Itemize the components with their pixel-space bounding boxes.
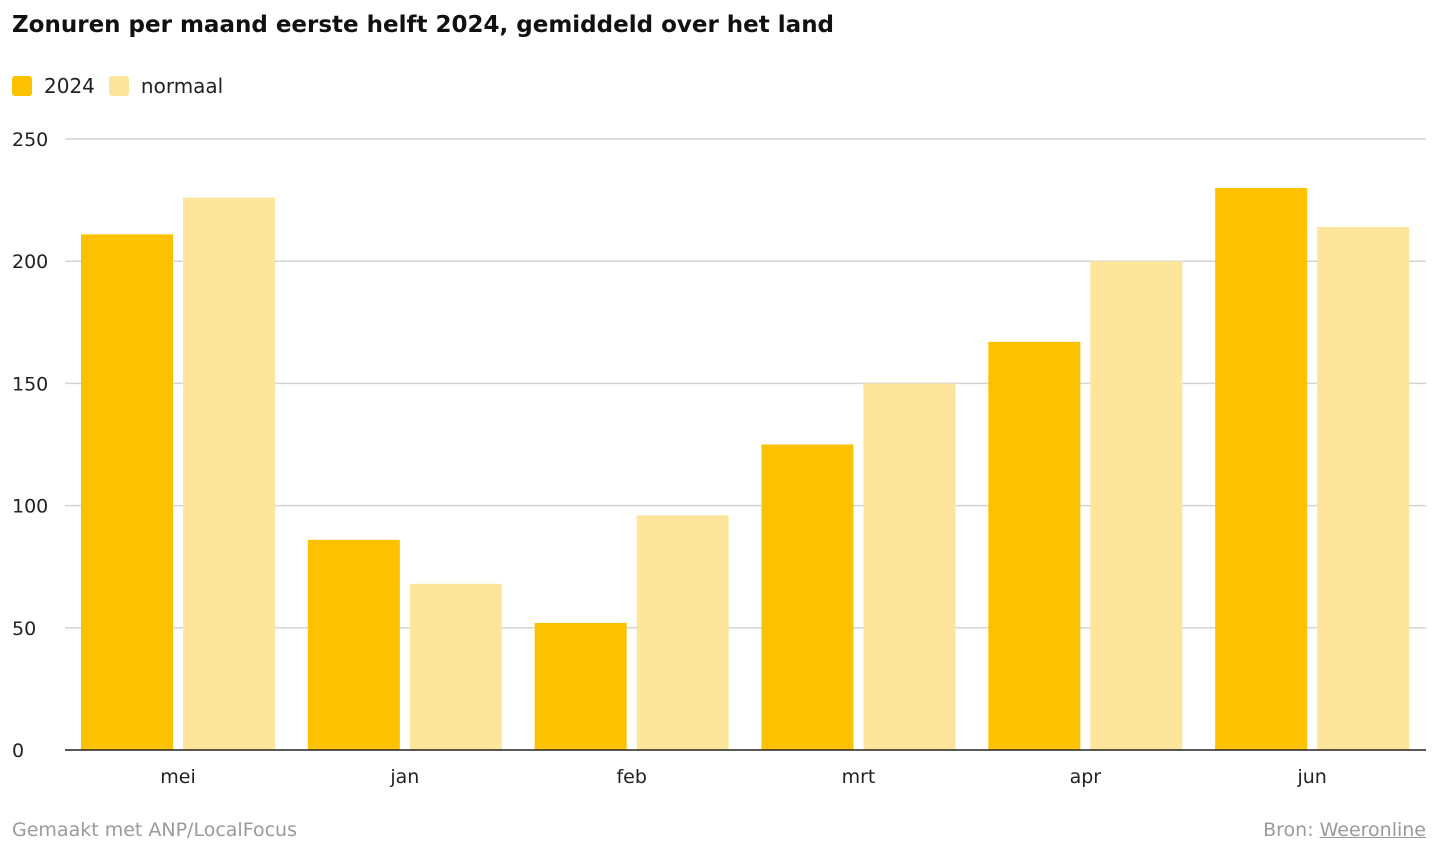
bar-feb-normaal — [636, 515, 729, 750]
bars — [81, 187, 1410, 751]
y-tick-label: 200 — [12, 251, 48, 273]
legend-label-normaal: normaal — [140, 74, 224, 98]
footer-source-label: Bron: — [1263, 819, 1314, 841]
bar-jan-2024 — [307, 539, 400, 750]
x-tick-label-mei: mei — [160, 766, 195, 788]
bar-mei-normaal — [183, 197, 275, 750]
chart-title: Zonuren per maand eerste helft 2024, gem… — [12, 12, 835, 38]
x-axis-ticks: mei jan feb mrt apr jun — [160, 766, 1327, 788]
bar-jan-normaal — [409, 583, 502, 750]
footer-source-link[interactable]: Weeronline — [1319, 819, 1426, 841]
y-tick-label: 250 — [12, 129, 48, 151]
x-tick-label-jan: jan — [389, 766, 419, 788]
x-tick-label-apr: apr — [1070, 766, 1102, 788]
footer-credit: Gemaakt met ANP/LocalFocus — [12, 819, 297, 841]
bar-jun-normaal — [1317, 226, 1410, 750]
legend-item-2024: 2024 — [12, 74, 95, 98]
bar-mrt-normaal — [863, 383, 956, 750]
y-tick-label: 50 — [12, 618, 36, 640]
bar-apr-normaal — [1090, 261, 1183, 750]
bar-mei-2024 — [81, 234, 173, 751]
bar-jun-2024 — [1215, 187, 1308, 750]
x-tick-label-feb: feb — [616, 766, 646, 788]
legend-swatch-normaal — [108, 76, 129, 96]
y-tick-label: 100 — [12, 496, 48, 518]
y-axis-ticks: 0 50 100 150 200 250 — [12, 129, 48, 762]
legend-item-normaal: normaal — [108, 74, 224, 98]
x-tick-label-mrt: mrt — [842, 766, 876, 788]
legend-swatch-2024 — [12, 76, 32, 96]
y-tick-label: 0 — [12, 740, 24, 762]
bar-apr-2024 — [988, 341, 1081, 750]
footer-source: Bron: Weeronline — [1263, 819, 1426, 841]
y-tick-label: 150 — [12, 373, 48, 395]
chart-legend: 2024 normaal — [12, 74, 237, 98]
legend-label-2024: 2024 — [44, 74, 95, 98]
bar-mrt-2024 — [761, 444, 854, 750]
x-tick-label-jun: jun — [1296, 766, 1326, 788]
grid-lines — [65, 138, 1426, 629]
bar-feb-2024 — [534, 622, 627, 750]
